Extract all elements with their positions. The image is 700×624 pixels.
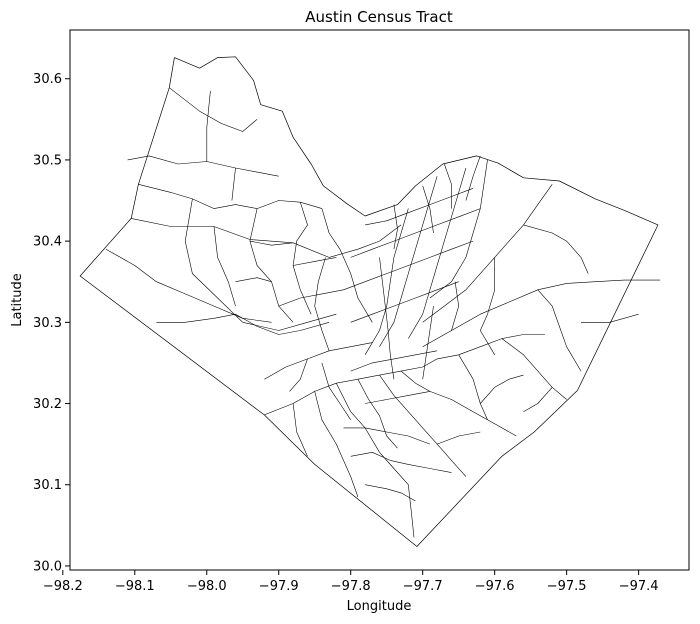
tract-boundary [235,277,272,282]
tract-boundary [422,185,434,234]
tract-boundary [231,167,236,201]
tract-boundary [314,391,359,498]
tract-boundary [314,257,330,351]
tract-boundary [480,374,524,404]
tract-boundary [465,155,481,201]
y-axis: 30.0 30.1 30.2 30.3 30.4 30.5 30.6 [33,72,70,574]
tract-boundary [436,431,481,445]
tract-boundary [343,240,474,291]
tract-boundary [365,391,430,404]
tract-boundary [321,362,351,420]
tract-boundary [350,208,481,258]
tract-boundary [264,366,423,416]
tract-boundary [444,163,452,209]
tract-boundary [365,484,416,502]
tract-boundary [429,159,488,299]
x-tick-label: −97.8 [331,579,371,594]
y-tick-label: 30.0 [33,559,62,574]
tract-boundary [249,208,294,323]
tract-boundary [292,403,308,457]
plot-frame [69,29,690,571]
tract-boundary [400,370,517,437]
tract-boundary [581,313,639,323]
tract-boundary [350,350,438,372]
tract-boundary [169,87,258,132]
tract-boundary [458,354,488,420]
x-tick-label: −97.7 [403,579,443,594]
tract-boundary [501,338,567,400]
tract-boundary [537,289,582,372]
tract-boundary [523,224,589,274]
tract-boundary [206,90,211,162]
tract-boundary [379,257,395,380]
tract-boundary [364,208,409,355]
y-tick-label: 30.2 [33,397,62,412]
tract-boundary [138,184,322,209]
tract-boundary [293,257,337,266]
y-tick-label: 30.5 [33,153,62,168]
x-tick-label: −97.9 [259,579,299,594]
tract-boundary [213,226,236,307]
x-tick-label: −97.4 [619,579,659,594]
tract-boundary [289,358,308,392]
tract-boundary [523,387,553,412]
tract-boundary [249,240,294,246]
tract-boundary [350,451,452,473]
tract-boundary [357,379,398,449]
y-tick-label: 30.1 [33,478,62,493]
y-tick-label: 30.3 [33,316,62,331]
tract-boundary [422,334,545,368]
chart-title: Austin Census Tract [305,8,453,26]
x-tick-label: −98.0 [187,579,227,594]
tract-boundary [264,342,373,380]
tract-boundary [278,289,344,307]
x-axis-title: Longitude [347,599,412,614]
x-axis: −98.2 −98.1 −98.0 −97.9 −97.8 −97.7 −97.6 −97.5… [43,570,659,594]
x-tick-label: −97.5 [547,579,587,594]
tract-boundary [393,204,398,250]
tract-boundary [365,188,474,226]
tract-boundary [292,202,312,315]
x-tick-label: −98.2 [43,579,83,594]
y-axis-title: Latitude [10,273,25,327]
tract-boundary [156,313,330,335]
tract-boundary [343,427,431,445]
tract-boundary [350,281,459,323]
tract-boundary [336,383,415,538]
tract-map [79,56,661,547]
y-tick-label: 30.4 [33,235,62,250]
tract-boundary [379,374,467,477]
county-outline [79,56,659,547]
y-tick-label: 30.6 [33,72,62,87]
tract-boundary [451,281,460,331]
x-tick-label: −98.1 [115,579,155,594]
tract-boundary [321,208,373,323]
tract-boundary [422,306,434,380]
tract-boundary [184,198,337,331]
tract-boundary [479,257,496,355]
x-tick-label: −97.6 [475,579,515,594]
